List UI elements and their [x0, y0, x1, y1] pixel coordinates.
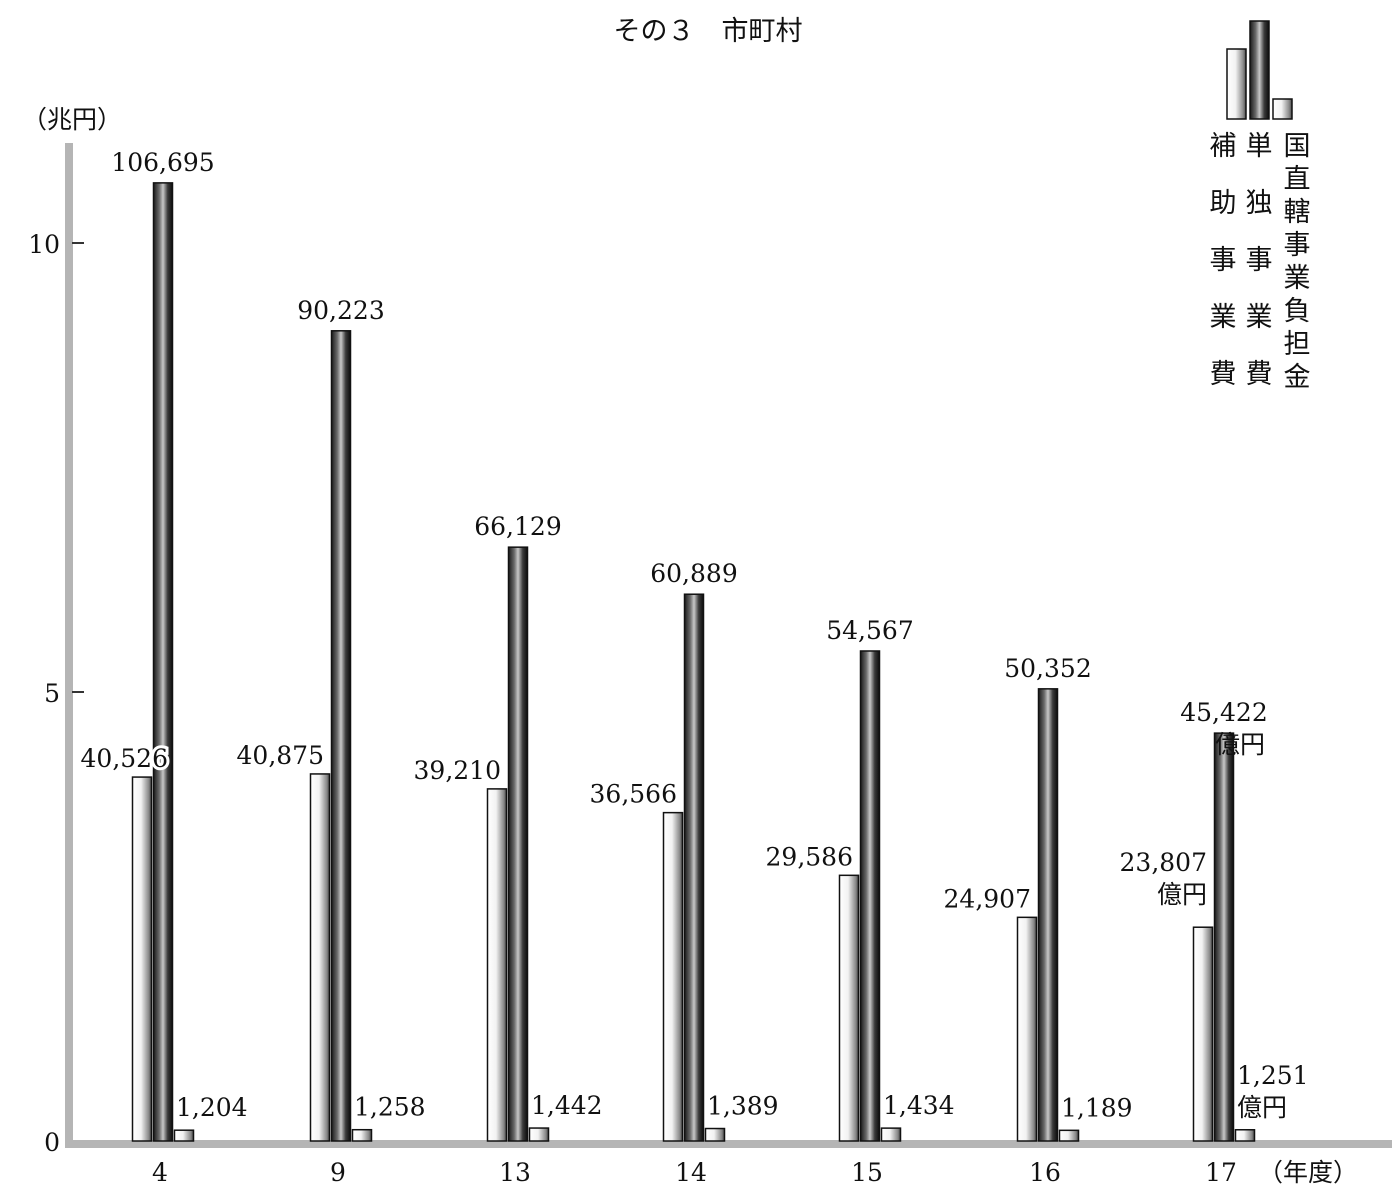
data-label: 106,695	[111, 148, 214, 177]
y-axis-line	[65, 143, 73, 1147]
chart-title: その３ 市町村	[614, 16, 803, 47]
unit-label: 億円	[1215, 730, 1265, 759]
data-label: 45,422	[1180, 698, 1267, 727]
data-label: 36,566	[590, 780, 677, 809]
data-label: 1,434	[883, 1091, 955, 1120]
legend-label: 国直轄事業負担金	[1284, 131, 1311, 393]
bar-direct-burden	[351, 1128, 373, 1142]
data-label: 66,129	[474, 512, 561, 541]
axes: 0 5 10 4 9 13 14 15 16 17 （年度）	[28, 143, 1392, 1187]
data-label: 24,907	[944, 884, 1031, 913]
bar-direct-burden	[173, 1129, 195, 1142]
y-tick-label: 5	[44, 679, 60, 708]
legend-label: 単独事業費	[1246, 131, 1273, 390]
data-label: 23,807	[1120, 848, 1207, 877]
bar-direct-burden	[1234, 1129, 1256, 1142]
x-tick-label: 4	[152, 1158, 168, 1187]
data-label: 1,258	[354, 1093, 426, 1122]
bar-independent	[152, 182, 174, 1142]
y-axis-unit: （兆円）	[22, 105, 122, 134]
data-label: 40,526	[81, 744, 168, 773]
bar-direct-burden	[880, 1127, 902, 1142]
data-label: 1,189	[1061, 1093, 1133, 1122]
x-tick-label: 9	[330, 1158, 346, 1187]
data-label: 1,251	[1237, 1061, 1309, 1090]
bar-independent	[1213, 732, 1235, 1142]
data-label: 1,442	[531, 1091, 603, 1120]
legend-swatch	[1272, 98, 1293, 120]
x-tick-label: 16	[1029, 1158, 1061, 1187]
bar-subsidized	[131, 776, 153, 1142]
bar-independent	[859, 650, 881, 1142]
data-label: 39,210	[414, 756, 501, 785]
x-tick-label: 13	[499, 1158, 531, 1187]
data-label: 1,204	[176, 1093, 248, 1122]
bar-direct-burden	[1058, 1129, 1080, 1142]
data-label: 29,586	[766, 842, 853, 871]
x-tick-label: 17	[1205, 1158, 1237, 1187]
unit-label: 億円	[1237, 1093, 1287, 1122]
data-label: 90,223	[297, 296, 384, 325]
bar-subsidized	[838, 874, 860, 1142]
data-label: 1,389	[707, 1092, 779, 1121]
bar-subsidized	[309, 773, 331, 1142]
legend-label: 補助事業費	[1210, 131, 1237, 390]
bar-independent	[330, 330, 352, 1142]
legend-swatch	[1226, 48, 1247, 120]
bar-independent	[507, 546, 529, 1142]
bar-direct-burden	[704, 1127, 726, 1142]
legend-swatch	[1249, 20, 1270, 120]
bar-subsidized	[1016, 916, 1038, 1142]
data-label: 50,352	[1004, 654, 1091, 683]
x-tick-label: 14	[675, 1158, 707, 1187]
x-tick-label: 15	[851, 1158, 883, 1187]
unit-label: 億円	[1157, 880, 1207, 909]
data-labels: 40,526 40,875 39,210 36,566 29,586 24,907 23,8…	[78, 148, 1309, 1122]
x-axis-line	[65, 1140, 1392, 1148]
bar-direct-burden	[528, 1127, 550, 1142]
y-tick-label: 0	[44, 1128, 60, 1157]
data-label: 60,889	[650, 559, 737, 588]
bar-independent	[683, 593, 705, 1142]
bar-independent	[1037, 688, 1059, 1142]
x-axis-unit: （年度）	[1258, 1158, 1358, 1187]
data-label: 54,567	[826, 616, 913, 645]
y-tick-label: 10	[28, 230, 60, 259]
bar-subsidized	[486, 788, 508, 1142]
bar-subsidized	[1192, 926, 1214, 1142]
bar-subsidized	[662, 811, 684, 1142]
bars	[131, 182, 1256, 1142]
data-label: 40,875	[237, 741, 324, 770]
